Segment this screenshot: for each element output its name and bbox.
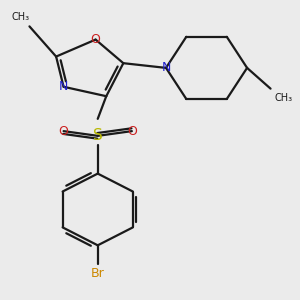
- Text: N: N: [161, 61, 171, 74]
- Text: O: O: [91, 33, 100, 46]
- Text: S: S: [93, 128, 103, 143]
- Text: O: O: [127, 124, 137, 138]
- Text: CH₃: CH₃: [274, 93, 292, 103]
- Text: Br: Br: [91, 267, 105, 280]
- Text: N: N: [59, 80, 68, 93]
- Text: O: O: [58, 124, 68, 138]
- Text: CH₃: CH₃: [12, 12, 30, 22]
